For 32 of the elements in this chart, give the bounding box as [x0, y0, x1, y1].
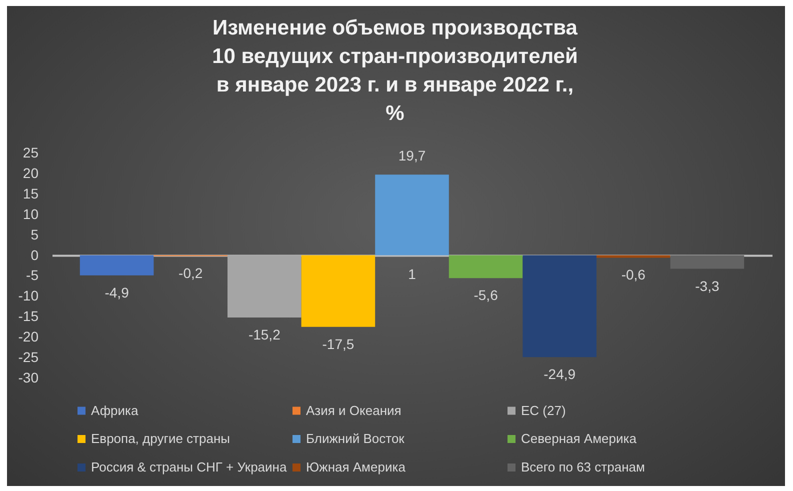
y-tick-label: -10 — [18, 288, 39, 304]
data-label: -5,6 — [474, 287, 498, 304]
legend-label: Ближний Восток — [306, 431, 405, 446]
y-tick-label: -30 — [18, 370, 39, 386]
y-tick-label: 15 — [22, 185, 39, 202]
legend-label: Россия & страны СНГ + Украина — [91, 460, 288, 474]
y-tick-label: -20 — [18, 328, 39, 345]
y-tick-label: 10 — [22, 206, 39, 222]
data-label: -24,9 — [544, 366, 576, 382]
data-label: -15,2 — [248, 326, 281, 342]
data-label: -0,6 — [621, 266, 646, 283]
y-tick-label: -15 — [18, 308, 39, 324]
y-tick-label: 20 — [22, 164, 39, 181]
data-label: -3,3 — [695, 278, 720, 294]
legend-label: Всего по 63 странам — [521, 460, 645, 474]
legend-label: Южная Америка — [306, 460, 406, 474]
data-label: 19,7 — [398, 148, 426, 164]
data-label: -4,9 — [104, 284, 130, 300]
x-tick-label: 1 — [408, 266, 416, 282]
data-label: -0,2 — [178, 265, 203, 282]
y-tick-label: -5 — [26, 267, 39, 284]
legend-label: Европа, другие страны — [91, 431, 230, 446]
legend-label: Африка — [91, 402, 139, 418]
y-tick-label: 25 — [22, 144, 39, 160]
y-tick-label: 0 — [30, 246, 39, 263]
legend-label: ЕС (27) — [521, 402, 566, 418]
chart-title: Изменение объемов производства 10 ведущих стран-производителей в январе 2023 г. и в январе 2022 г., % — [212, 16, 578, 125]
y-tick-label: 5 — [30, 226, 39, 242]
data-label: -17,5 — [322, 336, 354, 352]
legend-label: Азия и Океания — [306, 402, 402, 418]
y-tick-label: -25 — [18, 349, 39, 366]
legend-label: Северная Америка — [521, 431, 638, 446]
